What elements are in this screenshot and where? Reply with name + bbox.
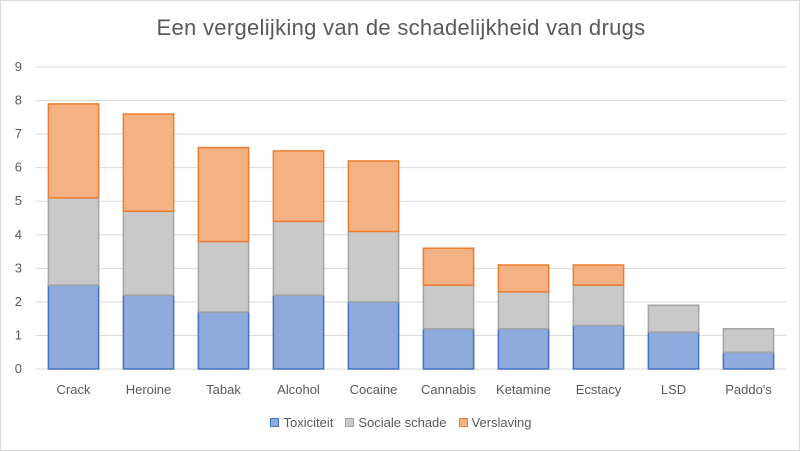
bar-segment <box>122 294 175 370</box>
bar-segment <box>647 331 700 370</box>
y-tick-label: 0 <box>15 361 22 376</box>
bar-segment <box>47 103 100 199</box>
bar-segment <box>122 210 175 296</box>
legend-item: Toxiciteit <box>270 415 333 430</box>
y-tick-label: 4 <box>15 227 22 242</box>
bar-segment <box>497 291 550 330</box>
bar-segment <box>647 304 700 333</box>
y-tick-label: 5 <box>15 193 22 208</box>
x-tick-label: Heroine <box>126 382 172 397</box>
y-tick-label: 2 <box>15 294 22 309</box>
bar-segment <box>722 327 775 353</box>
x-tick-label: Cocaine <box>350 382 398 397</box>
x-tick-label: Crack <box>57 382 91 397</box>
bar-segment <box>572 264 625 286</box>
bar-segment <box>347 160 400 233</box>
bar-segment <box>197 311 250 370</box>
legend-label: Verslaving <box>471 415 532 430</box>
x-tick-label: Tabak <box>206 382 241 397</box>
legend: Toxiciteit Sociale schade Verslaving <box>1 415 800 430</box>
bar-segment <box>47 284 100 370</box>
bar-segment <box>197 240 250 313</box>
x-tick-label: Cannabis <box>421 382 476 397</box>
bar-segment <box>422 327 475 370</box>
bar-segment <box>272 294 325 370</box>
legend-swatch <box>458 418 468 427</box>
legend-label: Toxiciteit <box>283 415 334 430</box>
x-tick-label: LSD <box>661 382 686 397</box>
bar-segment <box>122 113 175 213</box>
bar-segment <box>422 247 475 286</box>
y-tick-label: 3 <box>15 260 22 275</box>
bar-segment <box>497 264 550 293</box>
legend-item: Verslaving <box>458 415 532 430</box>
bar-segment <box>722 351 775 370</box>
legend-item: Sociale schade <box>345 415 447 430</box>
y-tick-label: 1 <box>15 327 22 342</box>
bar-segment <box>422 284 475 330</box>
bar-segment <box>272 220 325 296</box>
x-tick-label: Ecstacy <box>576 382 622 397</box>
y-tick-label: 8 <box>15 93 22 108</box>
bar-segment <box>572 284 625 327</box>
bar-segment <box>47 197 100 286</box>
y-tick-label: 6 <box>15 160 22 175</box>
bar-segment <box>497 327 550 370</box>
chart-title: Een vergelijking van de schadelijkheid v… <box>156 15 646 40</box>
bar-segment <box>347 301 400 370</box>
x-tick-label: Paddo's <box>725 382 772 397</box>
bar-segment <box>572 324 625 370</box>
x-tick-label: Ketamine <box>496 382 551 397</box>
legend-swatch <box>270 418 280 427</box>
legend-label: Sociale schade <box>358 415 447 430</box>
bar-segment <box>347 230 400 303</box>
bar-segment <box>197 146 250 243</box>
x-tick-label: Alcohol <box>277 382 320 397</box>
y-tick-label: 9 <box>15 59 22 74</box>
bar-segment <box>272 150 325 223</box>
legend-swatch <box>345 418 355 427</box>
y-tick-label: 7 <box>15 126 22 141</box>
